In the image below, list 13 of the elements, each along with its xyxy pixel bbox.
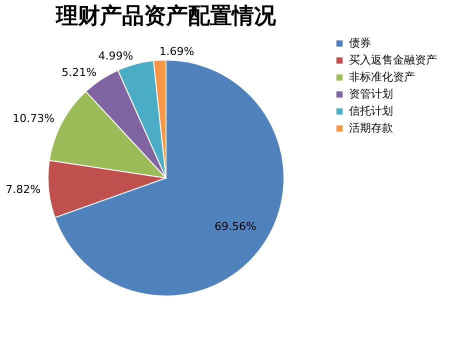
legend-label: 活期存款 <box>349 122 393 134</box>
legend-label: 债券 <box>349 36 371 50</box>
data-label: 4.99% <box>98 49 134 62</box>
chart-title: 理财产品资产配置情况 <box>55 3 277 29</box>
data-label: 7.82% <box>6 183 41 196</box>
data-label: 69.56% <box>214 220 256 233</box>
data-label: 10.73% <box>12 112 55 126</box>
legend-label: 买入返售金融资产 <box>349 54 437 66</box>
data-label: 5.21% <box>62 66 97 79</box>
data-label: 1.69% <box>159 45 194 58</box>
legend-label: 资管计划 <box>349 88 393 100</box>
legend-label: 信托计划 <box>349 104 393 118</box>
legend-label: 非标准化资产 <box>349 70 415 84</box>
